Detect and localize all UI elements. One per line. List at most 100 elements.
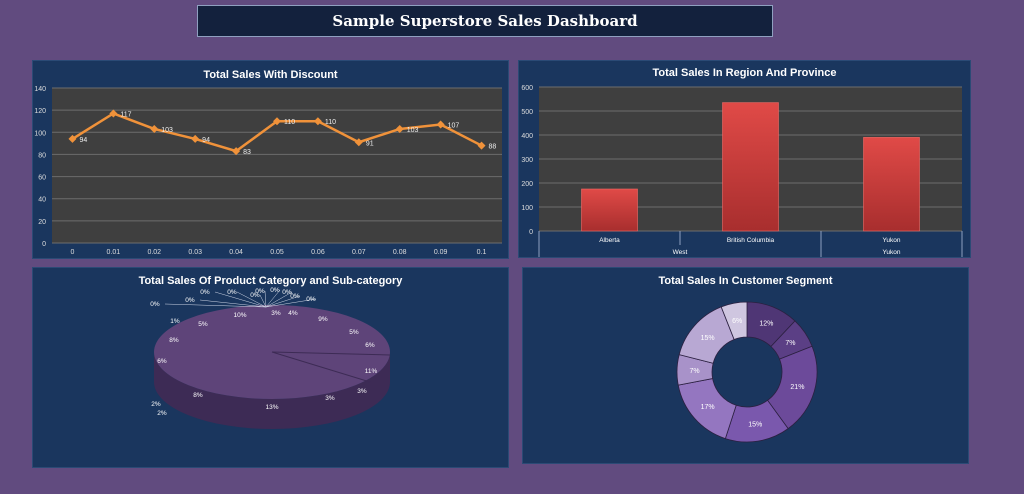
data-label: 94: [79, 137, 87, 144]
segment-label: 12%: [759, 321, 773, 328]
slice-label: 13%: [265, 404, 278, 411]
group-label: West: [673, 249, 688, 256]
data-label: 107: [448, 123, 460, 130]
x-tick-label: British Columbia: [727, 237, 775, 244]
leader-line: [264, 290, 267, 308]
donut-chart-title: Total Sales In Customer Segment: [658, 275, 833, 287]
slice-label: 5%: [349, 329, 359, 336]
slice-label: 2%: [157, 410, 167, 417]
slice-label: 0%: [290, 293, 300, 300]
data-point: [273, 117, 281, 126]
data-point: [109, 109, 118, 118]
segment-label: 21%: [790, 384, 804, 391]
slice-border: [271, 351, 391, 356]
x-tick-label: 0.08: [393, 249, 407, 256]
slice-label: 9%: [318, 316, 328, 323]
y-tick-label: 100: [34, 130, 46, 137]
data-label: 83: [243, 149, 251, 156]
segment-label: 7%: [785, 340, 795, 347]
slice-label: 1%: [170, 318, 180, 325]
pie-chart-title: Total Sales Of Product Category and Sub-…: [138, 275, 403, 287]
data-label: 117: [120, 111, 131, 118]
leader-line: [199, 299, 267, 308]
slice-label: 0%: [270, 287, 280, 294]
y-tick-label: 100: [521, 205, 533, 212]
leader-line: [214, 291, 267, 308]
slice-label: 6%: [365, 342, 375, 349]
leader-line: [236, 291, 267, 308]
data-point: [436, 120, 445, 129]
y-tick-label: 200: [521, 181, 533, 188]
slice-label: 0%: [227, 289, 237, 296]
data-point: [191, 134, 200, 143]
data-point: [232, 147, 241, 156]
bar: [863, 137, 920, 232]
data-label: 88: [489, 144, 497, 151]
bar: [581, 188, 638, 232]
data-label: 103: [407, 127, 419, 134]
segment-label: 15%: [701, 335, 715, 342]
slice-label: 0%: [306, 296, 316, 303]
x-tick-label: 0.01: [107, 249, 121, 256]
y-tick-label: 400: [521, 133, 533, 140]
group-label: Yukon: [882, 249, 900, 256]
data-label: 94: [202, 137, 210, 144]
leader-line: [164, 303, 267, 308]
leader-line: [265, 295, 301, 308]
data-point: [395, 124, 404, 133]
slice-label: 5%: [198, 321, 208, 328]
y-tick-label: 300: [521, 157, 533, 164]
bar: [722, 102, 779, 232]
slice-label: 2%: [151, 401, 161, 408]
donut-segment: [720, 301, 748, 340]
data-label: 103: [161, 127, 173, 134]
x-tick-label: 0.03: [188, 249, 202, 256]
x-tick-label: 0.05: [270, 249, 284, 256]
x-tick-label: 0.02: [147, 249, 161, 256]
bar-chart-title: Total Sales In Region And Province: [652, 67, 837, 79]
data-point: [354, 138, 363, 147]
data-point: [313, 117, 322, 126]
slice-label: 0%: [255, 288, 265, 295]
x-tick-label: 0.1: [477, 249, 487, 256]
slice-label: 11%: [365, 368, 378, 375]
slice-label: 3%: [357, 388, 367, 395]
slice-label: 0%: [250, 292, 260, 299]
data-point: [68, 134, 77, 143]
segment-label: 17%: [701, 404, 715, 411]
leader-line: [265, 291, 293, 308]
x-tick-label: 0.07: [352, 249, 366, 256]
plot-area: [52, 88, 502, 243]
x-tick-label: 0.06: [311, 249, 325, 256]
y-tick-label: 20: [38, 219, 46, 226]
slice-label: 0%: [200, 289, 210, 296]
segment-label: 15%: [748, 421, 762, 428]
segment-label: 6%: [732, 318, 742, 325]
slice-label: 6%: [157, 358, 167, 365]
line-chart-title: Total Sales With Discount: [203, 69, 338, 81]
slice-label: 3%: [325, 395, 335, 402]
segment-label: 7%: [689, 368, 699, 375]
donut-chart-panel: Total Sales In Customer Segment: [522, 267, 969, 464]
x-tick-label: 0: [71, 249, 75, 256]
y-tick-label: 500: [521, 109, 533, 116]
y-tick-label: 40: [38, 197, 46, 204]
y-tick-label: 600: [521, 85, 533, 92]
slice-label: 0%: [150, 301, 160, 308]
slice-label: 8%: [193, 392, 203, 399]
data-label: 110: [325, 119, 336, 126]
data-point: [150, 124, 159, 133]
data-label: 110: [284, 119, 295, 126]
slice-label: 8%: [169, 337, 179, 344]
slice-border: [271, 351, 371, 383]
leader-line: [265, 289, 281, 308]
y-tick-label: 140: [34, 86, 46, 93]
y-tick-label: 80: [38, 152, 46, 159]
y-tick-label: 0: [529, 229, 533, 236]
slice-label: 4%: [288, 310, 298, 317]
x-tick-label: 0.04: [229, 249, 243, 256]
slice-label: 0%: [282, 289, 292, 296]
dashboard-title: Sample Superstore Sales Dashboard: [197, 5, 773, 37]
x-tick-label: Alberta: [599, 237, 620, 244]
slice-label: 0%: [185, 297, 195, 304]
